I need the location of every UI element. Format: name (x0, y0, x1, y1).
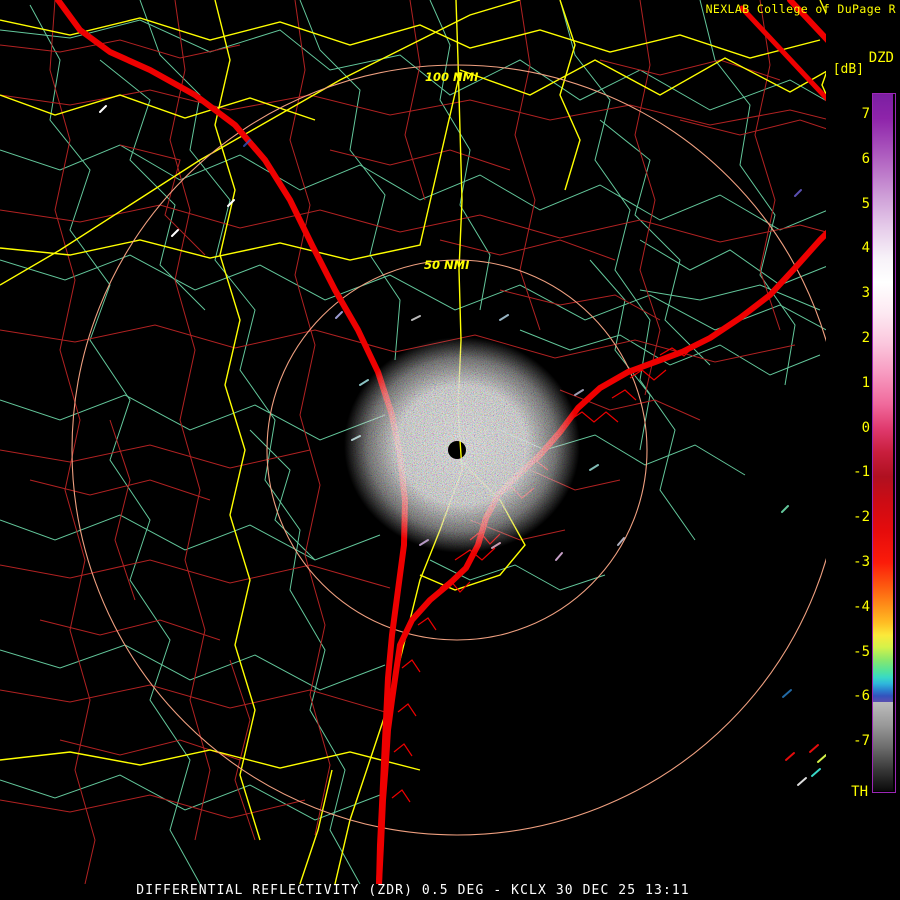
colorbar-tick-neg6: -6 (853, 688, 870, 705)
boundary-diagonal-b (739, 5, 826, 102)
range-ring-100nmi (71, 64, 826, 836)
colorbar-tick-5: 5 (861, 195, 870, 212)
colorbar-units-label: [dB] (832, 62, 864, 77)
colorbar-tick-neg4: -4 (853, 598, 870, 615)
radar-echo-scatter (351, 314, 599, 549)
county-lines-layer (0, 0, 826, 884)
colorbar-frame (872, 93, 896, 793)
colorbar-tick-4: 4 (861, 240, 870, 257)
colorbar-tick-2: 2 (861, 330, 870, 346)
colorbar-tick-6: 6 (861, 150, 870, 167)
colorbar-tick-7: 7 (861, 106, 870, 122)
highway-layer (0, 0, 826, 884)
colorbar-tick-neg5: -5 (853, 643, 870, 660)
range-ring-50nmi (266, 259, 648, 641)
colorbar-gradient-positive (873, 94, 893, 702)
product-caption: DIFFERENTIAL REFLECTIVITY (ZDR) 0.5 DEG … (136, 883, 690, 898)
range-ring-label-100nmi: 100 NMI (425, 70, 479, 84)
nexlab-credit-label: NEXLAB College of DuPage R (705, 2, 896, 16)
radar-echo-layer (344, 337, 580, 553)
colorbar-tick-1: 1 (861, 374, 870, 391)
colorbar-tick-neg1: -1 (853, 464, 870, 481)
range-ring-label-50nmi: 50 NMI (424, 258, 470, 272)
colorbar-tick-neg3: -3 (853, 554, 870, 570)
colorbar-tick-0: 0 (861, 419, 870, 436)
colorbar-title-label: DZD (868, 50, 894, 66)
water-layer (0, 0, 826, 884)
colorbar-tick-neg7: -7 (853, 733, 870, 750)
colorbar-footer-label: TH (851, 784, 868, 800)
colorbar (872, 93, 896, 793)
colorbar-tick-3: 3 (861, 285, 870, 302)
colorbar-tick-labels: 7 6 5 4 3 2 1 0 -1 -2 -3 -4 -5 -6 -7 TH (826, 0, 872, 900)
colorbar-gradient-negative (873, 702, 893, 791)
far-field-echoes (99, 105, 826, 786)
range-ring-layer (71, 64, 826, 836)
boundary-diagonal (787, 0, 826, 43)
colorbar-tick-neg2: -2 (853, 509, 870, 526)
